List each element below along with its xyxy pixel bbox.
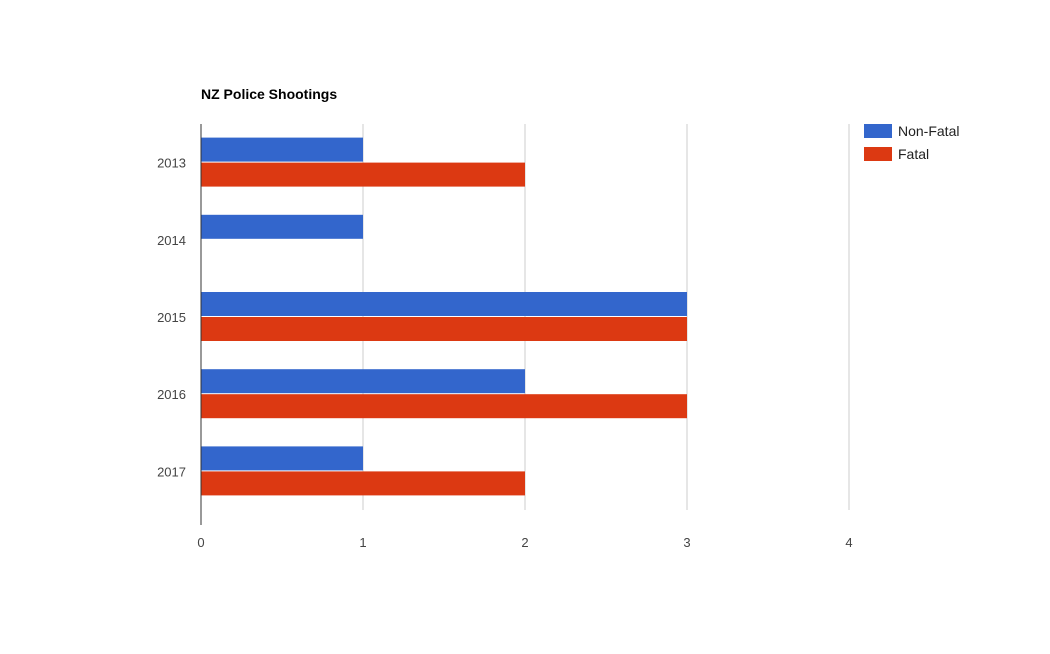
bar-non-fatal-2015 (201, 292, 687, 316)
y-tick-label: 2014 (157, 233, 186, 248)
bar-non-fatal-2016 (201, 369, 525, 394)
bar-fatal-2013 (201, 162, 525, 187)
bar-fatal-2016 (201, 394, 687, 419)
y-tick-label: 2015 (157, 310, 186, 325)
x-tick-label: 1 (359, 535, 366, 550)
chart-title: NZ Police Shootings (201, 86, 337, 102)
legend-swatch-fatal (864, 147, 892, 161)
x-tick-label: 4 (845, 535, 852, 550)
y-tick-label: 2017 (157, 464, 186, 479)
y-tick-label: 2013 (157, 156, 186, 171)
bar-fatal-2017 (201, 471, 525, 496)
x-tick-label: 0 (197, 535, 204, 550)
x-tick-label: 2 (521, 535, 528, 550)
bar-non-fatal-2014 (201, 214, 363, 239)
bar-non-fatal-2017 (201, 446, 363, 471)
legend-swatch-non-fatal (864, 124, 892, 138)
legend-label: Fatal (898, 146, 929, 162)
legend: Non-Fatal Fatal (864, 123, 959, 162)
x-tick-label: 3 (683, 535, 690, 550)
tick-labels: 0 1 2 3 4 2013 2014 2015 2016 2017 (157, 156, 853, 550)
bars (201, 137, 687, 496)
bar-non-fatal-2013 (201, 137, 363, 162)
legend-label: Non-Fatal (898, 123, 959, 139)
bar-fatal-2015 (201, 317, 687, 341)
y-tick-label: 2016 (157, 387, 186, 402)
